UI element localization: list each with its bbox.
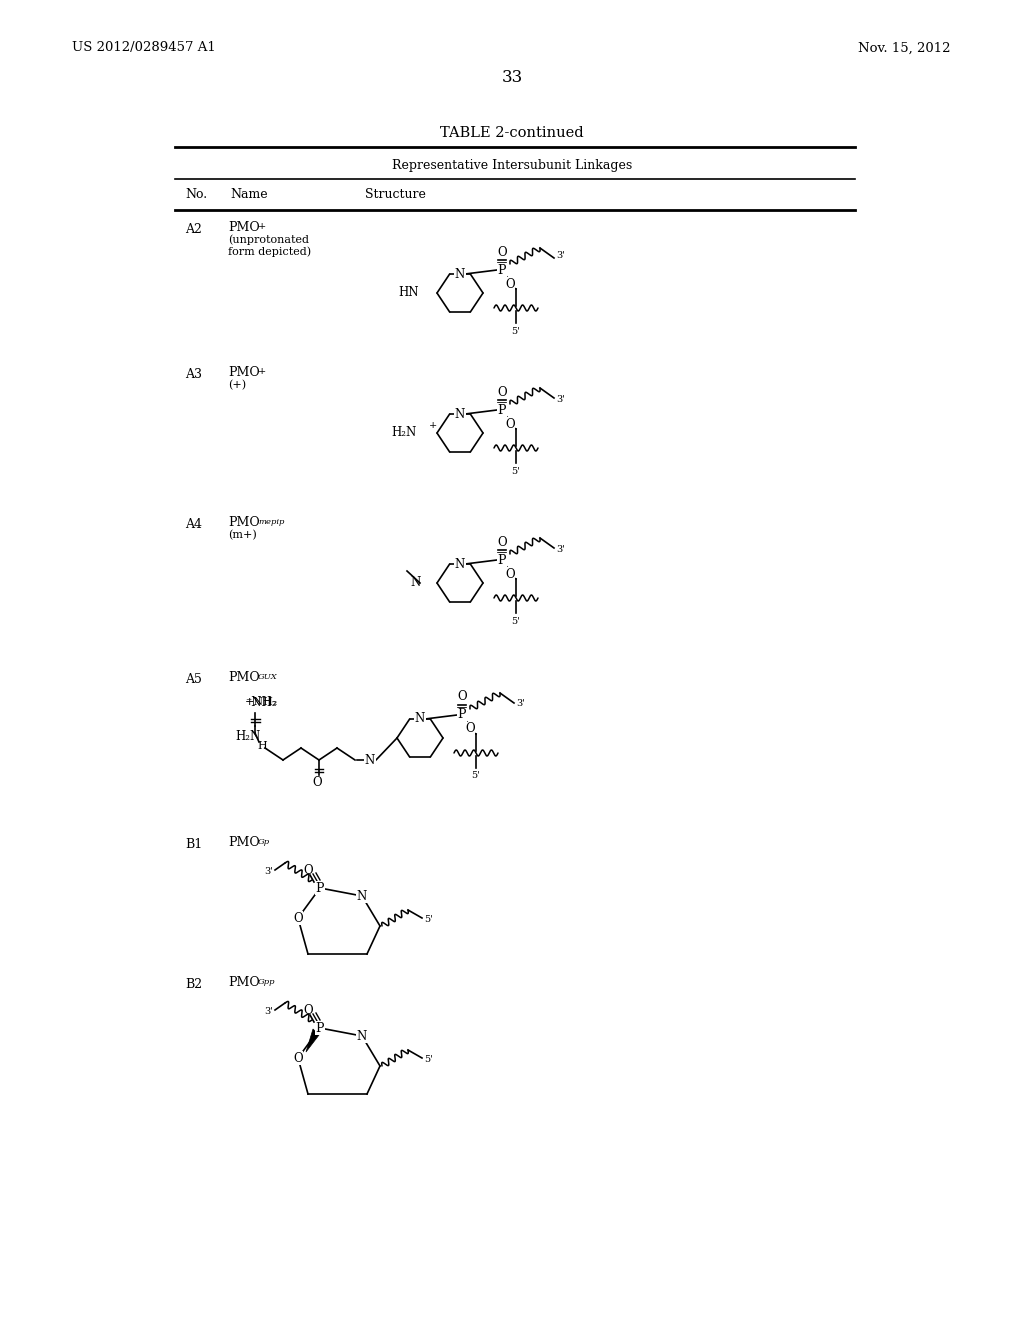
Text: GUX: GUX [258,673,278,681]
Text: mepip: mepip [258,517,285,525]
Text: A2: A2 [185,223,202,236]
Text: N: N [455,408,465,421]
Text: PMO: PMO [228,836,260,849]
Text: B2: B2 [185,978,202,991]
Text: 5': 5' [424,916,433,924]
Text: O: O [498,385,507,399]
Text: A3: A3 [185,368,202,381]
Text: O: O [505,568,515,581]
Text: 3': 3' [556,252,565,260]
Text: +NH₂: +NH₂ [245,697,279,708]
Text: P: P [458,709,466,722]
Text: US 2012/0289457 A1: US 2012/0289457 A1 [72,41,216,54]
Text: form depicted): form depicted) [228,247,311,257]
Text: A5: A5 [185,673,202,686]
Polygon shape [306,1030,319,1052]
Text: O: O [465,722,475,735]
Text: P: P [315,882,325,895]
Text: 5': 5' [512,616,520,626]
Text: +: + [258,222,266,231]
Text: P: P [498,264,506,276]
Text: Gpp: Gpp [258,978,275,986]
Text: P: P [498,404,506,417]
Text: N: N [357,1030,368,1043]
Text: TABLE 2-continued: TABLE 2-continued [440,125,584,140]
Text: H: H [257,741,266,751]
Text: 5': 5' [512,326,520,335]
Text: PMO: PMO [228,516,260,529]
Text: N: N [365,754,375,767]
Text: N: N [455,557,465,570]
Text: +: + [258,367,266,376]
Text: (m+): (m+) [228,529,257,540]
Text: O: O [457,690,467,704]
Text: N: N [415,713,425,726]
Text: 3': 3' [264,1007,273,1016]
Text: Representative Intersubunit Linkages: Representative Intersubunit Linkages [392,160,632,173]
Text: O: O [505,277,515,290]
Text: PMO: PMO [228,671,260,684]
Text: Name: Name [230,187,267,201]
Text: H₂N: H₂N [392,426,417,440]
Text: O: O [303,863,312,876]
Text: 5': 5' [512,466,520,475]
Text: H₂N: H₂N [234,730,260,742]
Text: PMO: PMO [228,366,260,379]
Text: O: O [498,536,507,549]
Text: (+): (+) [228,380,246,389]
Text: O: O [505,417,515,430]
Text: (unprotonated: (unprotonated [228,235,309,246]
Text: 5': 5' [424,1056,433,1064]
Text: O: O [293,912,303,924]
Text: 33: 33 [502,70,522,87]
Text: PMO: PMO [228,220,260,234]
Text: N: N [357,890,368,903]
Text: B1: B1 [185,838,203,851]
Text: N: N [411,577,421,590]
Text: N: N [455,268,465,281]
Text: 3': 3' [516,700,525,709]
Text: O: O [498,246,507,259]
Text: P: P [498,553,506,566]
Text: O: O [303,1003,312,1016]
Text: 3': 3' [556,544,565,553]
Text: P: P [315,1022,325,1035]
Text: 3': 3' [556,395,565,404]
Text: O: O [312,776,322,788]
Text: 5': 5' [472,771,480,780]
Text: No.: No. [185,187,207,201]
Text: HN: HN [398,286,419,300]
Text: ⁻NH₂: ⁻NH₂ [245,696,276,709]
Text: +: + [429,421,437,429]
Text: Structure: Structure [365,187,426,201]
Text: Gp: Gp [258,838,270,846]
Text: A4: A4 [185,517,202,531]
Text: Nov. 15, 2012: Nov. 15, 2012 [857,41,950,54]
Text: PMO: PMO [228,975,260,989]
Text: 3': 3' [264,867,273,876]
Text: O: O [293,1052,303,1064]
